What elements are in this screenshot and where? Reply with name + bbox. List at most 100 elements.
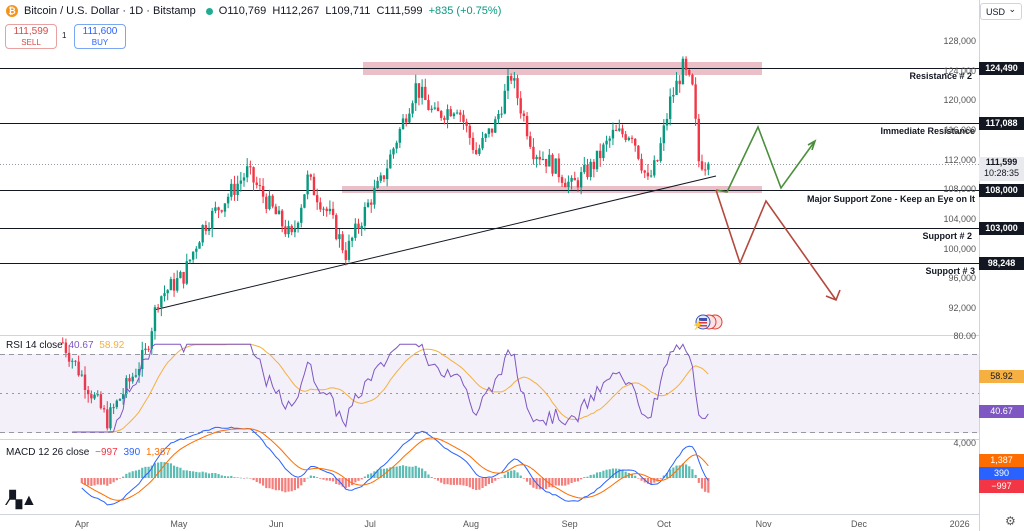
- macd-histogram-bar: [471, 478, 475, 490]
- time-tick-label: 2026: [949, 519, 970, 529]
- macd-histogram-bar: [411, 466, 414, 478]
- macd-histogram-bar: [551, 478, 554, 488]
- macd-histogram-bar: [309, 475, 312, 478]
- macd-histogram-bar: [433, 478, 436, 479]
- macd-histogram-bar: [347, 478, 351, 487]
- candle-body: [653, 160, 656, 176]
- label-resistance-2[interactable]: Resistance # 2: [909, 71, 972, 81]
- macd-histogram-bar: [522, 478, 525, 479]
- macd-histogram-bar: [252, 478, 255, 481]
- macd-legend-hist: −997: [95, 447, 118, 458]
- macd-axis-top: 4,000: [953, 438, 976, 448]
- candle-body: [80, 374, 84, 376]
- bar-countdown: 10:28:35: [983, 168, 1020, 178]
- macd-histogram-bar: [366, 474, 370, 478]
- macd-histogram-bar: [608, 469, 611, 478]
- macd-histogram-bar: [360, 478, 363, 480]
- candle-body: [595, 150, 599, 170]
- macd-histogram-bar: [137, 469, 141, 478]
- sell-label: SELL: [21, 38, 41, 47]
- candle-body: [191, 251, 195, 260]
- currency-select[interactable]: USD: [980, 1, 1022, 20]
- macd-histogram-bar: [287, 478, 290, 492]
- rsi-legend-value: 40.67: [68, 340, 94, 351]
- candle-body: [220, 210, 223, 212]
- support-zone[interactable]: [342, 186, 762, 193]
- candle-body: [261, 186, 265, 197]
- macd-histogram-bar: [443, 478, 446, 485]
- macd-histogram-bar: [319, 478, 322, 479]
- macd-histogram-bar: [230, 475, 233, 478]
- candle-body: [605, 140, 608, 145]
- candle-body: [296, 222, 300, 229]
- sell-price: 111,599: [13, 26, 49, 37]
- macd-signal-line: [81, 428, 709, 501]
- symbol-title[interactable]: Bitcoin / U.S. Dollar · 1D · Bitstamp: [24, 5, 196, 17]
- candle-body: [420, 86, 424, 98]
- macd-histogram-bar: [115, 478, 118, 481]
- candle-body: [83, 374, 87, 390]
- candle-body: [405, 118, 408, 123]
- bitcoin-icon: ₿: [6, 5, 18, 17]
- candle-body: [602, 144, 605, 159]
- macd-histogram-bar: [195, 471, 198, 478]
- macd-histogram-bar: [567, 478, 570, 485]
- macd-histogram-bar: [169, 463, 172, 478]
- candle-body: [513, 78, 516, 81]
- candle-body: [707, 163, 710, 170]
- macd-histogram-bar: [408, 466, 411, 478]
- label-support-zone[interactable]: Major Support Zone - Keep an Eye on It: [806, 194, 975, 204]
- candle-body: [360, 225, 363, 229]
- ascending-trendline[interactable]: [153, 175, 717, 311]
- macd-histogram-bar: [386, 468, 389, 478]
- market-status-icon[interactable]: [205, 7, 213, 15]
- macd-histogram-bar: [141, 467, 144, 478]
- bearish-scenario-path[interactable]: [715, 189, 837, 301]
- candle-body: [417, 83, 421, 98]
- macd-histogram-bar: [102, 478, 106, 485]
- candle-body: [185, 261, 188, 284]
- economic-events-icon[interactable]: ⚡: [692, 314, 723, 331]
- buy-button[interactable]: 111,600 BUY: [74, 24, 126, 49]
- candle-body: [64, 342, 68, 353]
- time-tick-label: Aug: [463, 519, 480, 529]
- candle-body: [96, 394, 99, 396]
- gear-icon[interactable]: ⚙: [1005, 514, 1016, 528]
- candle-body: [128, 378, 131, 382]
- macd-histogram-bar: [678, 465, 681, 478]
- macd-legend-signal: 1,387: [145, 447, 171, 458]
- candle-body: [255, 182, 258, 186]
- candle-body: [633, 138, 637, 146]
- label-immediate-resistance[interactable]: Immediate Resistance: [880, 126, 975, 136]
- candle-body: [373, 187, 376, 205]
- candle-body: [121, 394, 125, 399]
- candle-body: [125, 378, 128, 395]
- macd-histogram-bar: [681, 463, 685, 478]
- macd-histogram-bar: [430, 476, 433, 478]
- macd-histogram-bar: [258, 478, 262, 484]
- candle-body: [370, 202, 373, 205]
- time-tick-label: Nov: [755, 519, 772, 529]
- macd-histogram-bar: [405, 466, 408, 478]
- macd-histogram-bar: [239, 477, 242, 479]
- macd-histogram-bar: [354, 478, 357, 483]
- bullish-scenario-path[interactable]: [715, 124, 816, 193]
- label-support-3[interactable]: Support # 3: [925, 266, 975, 276]
- label-support-2[interactable]: Support # 2: [922, 231, 972, 241]
- macd-histogram-bar: [376, 469, 379, 478]
- candle-body: [465, 121, 468, 126]
- sell-button[interactable]: 111,599 SELL: [5, 24, 57, 49]
- macd-histogram: [80, 461, 710, 493]
- tradingview-logo[interactable]: ⁄▚▲: [8, 492, 37, 509]
- candle-body: [567, 181, 570, 188]
- rsi-legend[interactable]: RSI 14 close 40.67 58.92: [6, 340, 124, 351]
- candle-body: [118, 398, 122, 401]
- macd-histogram-bar: [153, 463, 157, 478]
- candle-body: [347, 240, 351, 260]
- macd-histogram-bar: [427, 474, 430, 478]
- macd-histogram-bar: [176, 466, 179, 478]
- candle-body: [589, 161, 592, 177]
- candle-body: [274, 206, 278, 215]
- macd-legend[interactable]: MACD 12 26 close −997 390 1,387: [6, 447, 171, 458]
